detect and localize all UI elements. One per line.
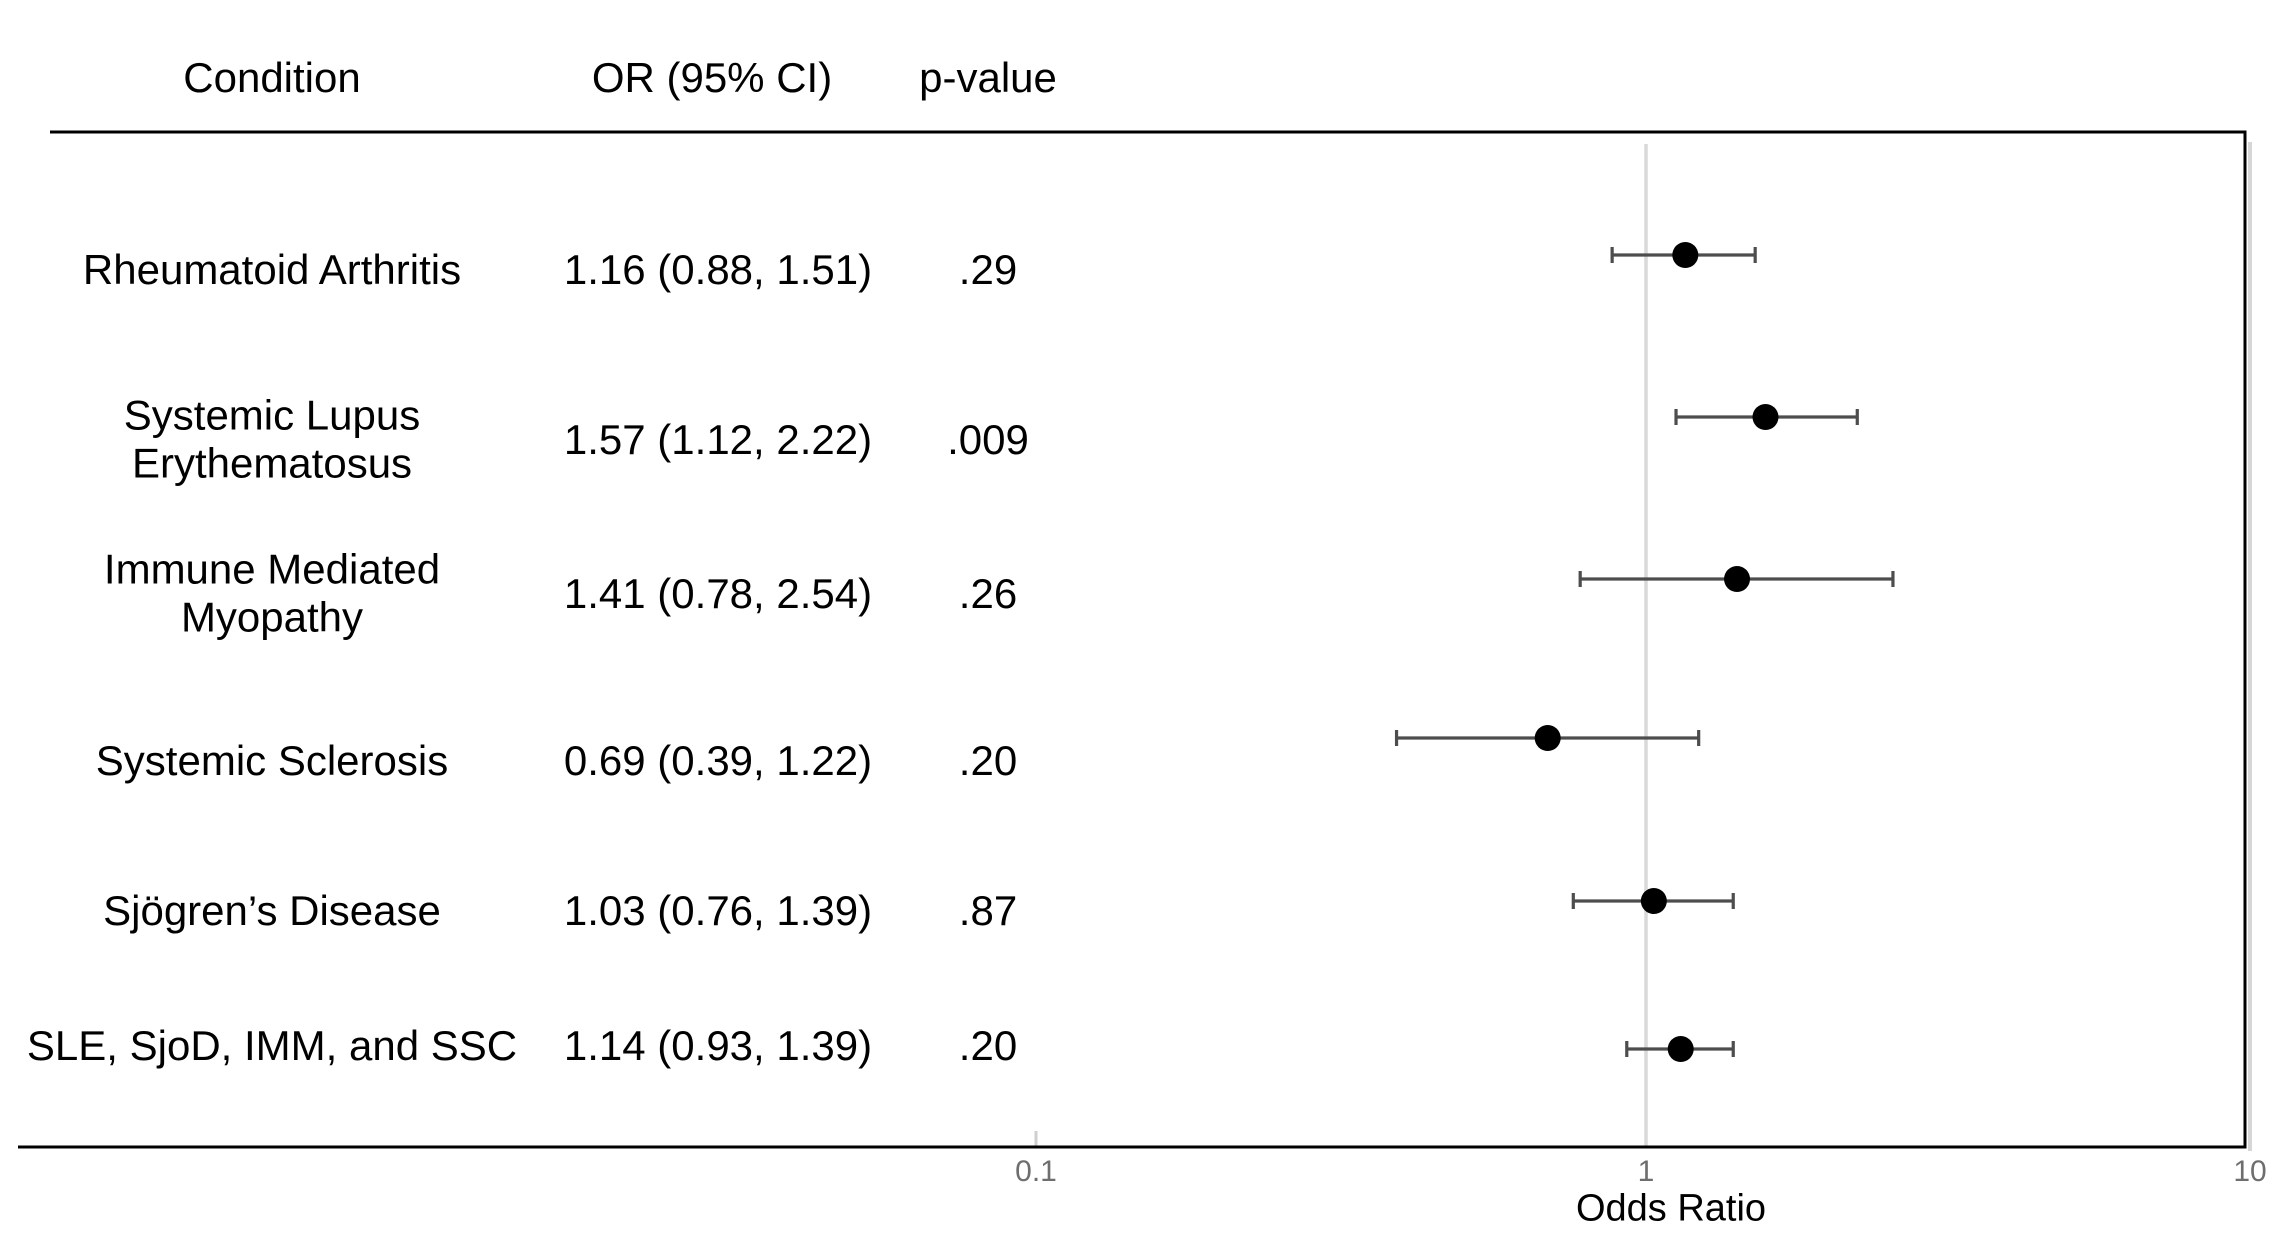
or-point <box>1672 242 1699 268</box>
column-header-condition: Condition <box>183 53 361 101</box>
column-header-or-ci: OR (95% CI) <box>591 53 833 101</box>
or-point <box>1534 725 1561 751</box>
p-value-cell: .009 <box>947 415 1029 463</box>
condition-cell: SLE, SjoD, IMM, and SSC <box>26 1021 518 1069</box>
condition-cell: Immune Mediated Myopathy <box>103 545 441 641</box>
or-point <box>1667 1036 1694 1062</box>
x-axis-title: Odds Ratio <box>1575 1187 1767 1230</box>
or-ci-cell: 1.16 (0.88, 1.51) <box>563 245 873 293</box>
column-header-p-value: p-value <box>919 53 1057 101</box>
p-value-cell: .87 <box>958 886 1018 934</box>
p-value-cell: .26 <box>958 569 1018 617</box>
condition-cell: Systemic Lupus Erythematosus <box>123 391 421 487</box>
condition-cell: Systemic Sclerosis <box>95 736 449 784</box>
or-ci-cell: 1.14 (0.93, 1.39) <box>563 1021 873 1069</box>
x-tick-label: 10 <box>2233 1155 2266 1188</box>
or-ci-cell: 0.69 (0.39, 1.22) <box>563 736 873 784</box>
x-tick-label: 1 <box>1638 1155 1655 1188</box>
or-point <box>1724 566 1751 592</box>
or-ci-cell: 1.57 (1.12, 2.22) <box>563 415 873 463</box>
p-value-cell: .20 <box>958 1021 1018 1069</box>
or-ci-cell: 1.41 (0.78, 2.54) <box>563 569 873 617</box>
or-point <box>1752 404 1779 430</box>
or-ci-cell: 1.03 (0.76, 1.39) <box>563 886 873 934</box>
p-value-cell: .20 <box>958 736 1018 784</box>
p-value-cell: .29 <box>958 245 1018 293</box>
condition-cell: Sjögren’s Disease <box>103 886 441 934</box>
or-point <box>1640 888 1667 914</box>
x-tick-label: 0.1 <box>1015 1155 1057 1188</box>
condition-cell: Rheumatoid Arthritis <box>82 245 462 293</box>
